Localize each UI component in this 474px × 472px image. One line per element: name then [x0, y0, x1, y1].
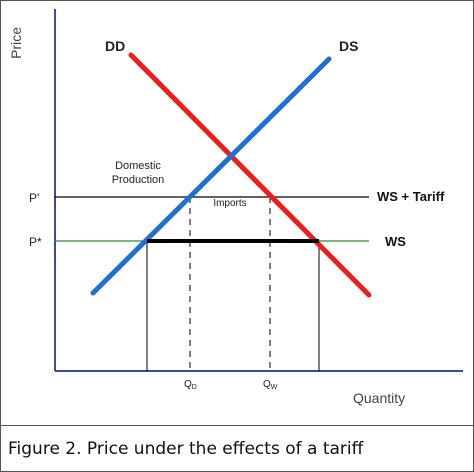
price-world-label: P* [29, 235, 42, 249]
figure-caption: Figure 2. Price under the effects of a t… [1, 425, 473, 471]
world-line-label: WS [385, 234, 406, 249]
price-tariff-label: P' [29, 191, 39, 205]
y-axis-label: Price [8, 27, 24, 59]
demand-label: DD [105, 38, 125, 54]
domestic-production-label-line1: Domestic [115, 160, 161, 172]
q-domestic-label: QD [184, 379, 197, 391]
demand-curve [128, 52, 372, 298]
x-axis-label: Quantity [353, 390, 405, 406]
domestic-production-label-line2: Production [112, 174, 165, 186]
q-world-label: QW [263, 379, 278, 391]
tariff-diagram-svg: Price DD DS P' P* WS + Tariff [8, 9, 463, 406]
supply-label: DS [339, 38, 358, 54]
supply-curve [90, 56, 332, 296]
tariff-line-label: WS + Tariff [377, 189, 445, 204]
imports-label: Imports [213, 198, 246, 209]
tariff-diagram: Price DD DS P' P* WS + Tariff [1, 1, 473, 425]
